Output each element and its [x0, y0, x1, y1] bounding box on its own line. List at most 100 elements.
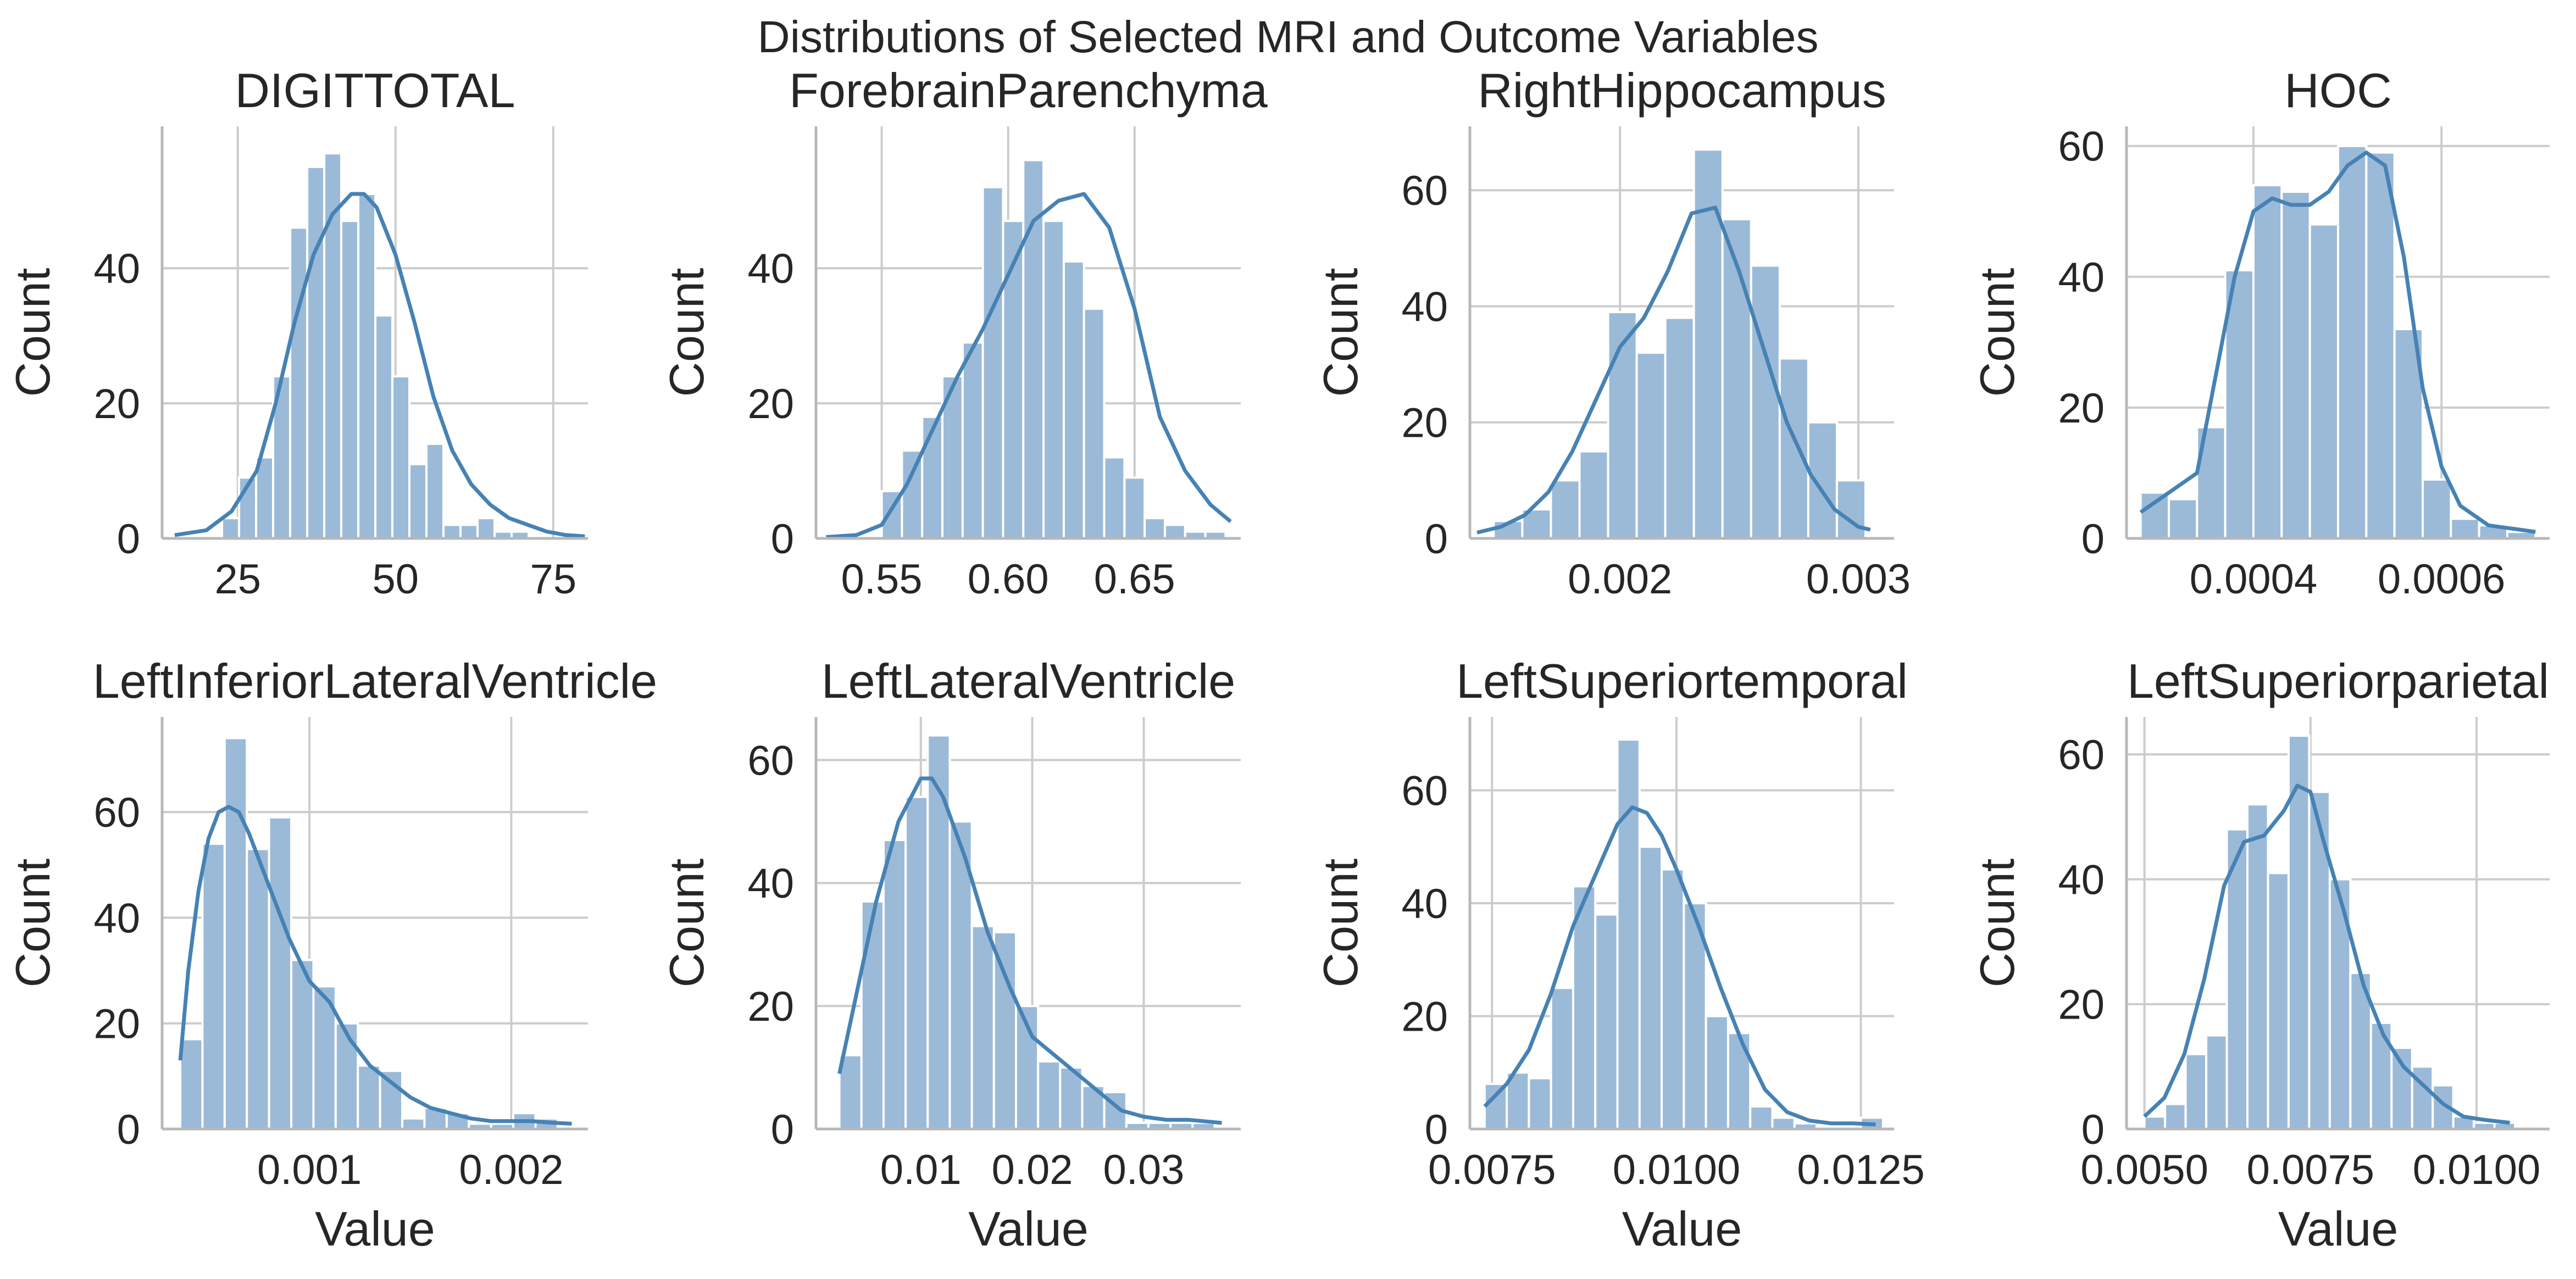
y-tick-label: 40 [1401, 283, 1448, 330]
histogram-bar [408, 463, 428, 540]
y-tick-label: 60 [93, 789, 140, 836]
histogram-bar [921, 415, 944, 540]
histogram-bar [1550, 987, 1574, 1130]
panel-title: LeftLateralVentricle [821, 654, 1235, 708]
y-tick-label: 40 [2058, 254, 2105, 301]
y-tick-label: 60 [1401, 168, 1448, 214]
y-axis-label: Count [5, 859, 60, 988]
y-axis-label: Count [659, 268, 714, 397]
histogram-bar [1749, 1105, 1774, 1130]
histogram-bar [2369, 1021, 2393, 1131]
panel-title: RightHippocampus [1478, 63, 1886, 118]
x-tick-label: 0.002 [459, 1147, 563, 1193]
histogram-bar [1835, 479, 1867, 540]
histogram-bar [2252, 184, 2283, 540]
histogram-bar [1635, 351, 1667, 540]
histogram-bar [201, 842, 226, 1131]
y-tick-label: 40 [93, 895, 140, 942]
histogram-bar [246, 848, 270, 1131]
histogram-bar [904, 796, 929, 1130]
histogram-bar [334, 1022, 359, 1130]
histogram-bar [1616, 738, 1641, 1131]
histogram-bar [2164, 1103, 2187, 1130]
histogram-bar [838, 1054, 863, 1130]
histogram-bar [1528, 1077, 1552, 1131]
histogram-bar [1103, 456, 1126, 540]
histogram-bar [2143, 1115, 2167, 1130]
kde-curve [178, 805, 572, 1126]
y-axis-label: Count [5, 268, 60, 397]
histogram-bar [2450, 518, 2480, 540]
x-tick-label: 0.01 [880, 1147, 962, 1193]
y-tick-label: 0 [2081, 1106, 2105, 1153]
histogram-bar [391, 375, 411, 540]
panel-title: DIGITTOTAL [235, 63, 515, 118]
x-tick-label: 0.0075 [1428, 1147, 1556, 1193]
histogram-bar [179, 1038, 204, 1130]
histogram-bar [2337, 144, 2368, 540]
histogram-bar [1705, 1015, 1729, 1130]
histogram-bar [1661, 868, 1685, 1130]
histogram-bar [1638, 846, 1663, 1130]
y-tick-label: 60 [2058, 732, 2105, 778]
histogram-bar [901, 449, 924, 540]
histogram-bar [1664, 316, 1695, 540]
y-tick-label: 40 [2058, 857, 2105, 903]
kde-curve [174, 192, 585, 538]
y-tick-label: 20 [93, 381, 140, 427]
x-tick-label: 50 [373, 556, 419, 603]
histogram-bar [1123, 476, 1146, 540]
histogram-bar [2390, 1047, 2413, 1130]
panel-title: LeftSuperiorparietal [2127, 654, 2549, 708]
histogram-bar [992, 931, 1017, 1130]
histogram-bar [2308, 791, 2331, 1130]
histogram-bar [2205, 1034, 2228, 1130]
x-tick-label: 0.002 [1568, 556, 1672, 603]
panel-left-lateral-ventricle: 0.01 0.02 0.03 0 20 40 60 LeftLateralVentricle C… [659, 654, 1241, 1256]
y-tick-label: 0 [117, 1106, 140, 1153]
x-tick-label: 0.003 [1806, 556, 1911, 603]
y-tick-label: 0 [1425, 1106, 1448, 1153]
x-tick-label: 25 [215, 556, 262, 603]
x-tick-label: 0.0100 [2413, 1147, 2540, 1193]
panel-forebrain-parenchyma: 0.55 0.60 0.65 0 20 40 ForebrainParenchyma Coun… [659, 63, 1268, 603]
x-tick-label: 0.0075 [2247, 1147, 2374, 1193]
histogram-bar [1062, 260, 1085, 540]
histogram-bar [476, 517, 496, 540]
x-axis-label: Value [2278, 1202, 2399, 1256]
figure-title: Distributions of Selected MRI and Outcom… [758, 12, 1819, 62]
histogram-bar [2422, 478, 2452, 540]
x-tick-label: 0.0100 [1613, 1147, 1740, 1193]
histogram-bar [1042, 220, 1065, 540]
histogram-bar [2184, 1053, 2208, 1130]
y-tick-label: 20 [1401, 994, 1448, 1041]
y-tick-label: 20 [93, 1001, 140, 1048]
panel-title: LeftSuperiortemporal [1456, 654, 1908, 708]
histogram-bar [401, 1117, 426, 1131]
x-tick-label: 0.02 [992, 1147, 1073, 1193]
histogram-bar [1550, 479, 1581, 540]
y-tick-label: 60 [1401, 768, 1448, 815]
histogram-bar [459, 524, 479, 540]
histogram-bar [1572, 885, 1597, 1131]
panel-left-superiortemporal: 0.0075 0.0100 0.0125 0 20 40 60 LeftSuperiortem… [1313, 654, 1925, 1256]
x-tick-label: 0.0006 [2378, 556, 2505, 603]
panel-title: ForebrainParenchyma [789, 63, 1268, 118]
x-tick-label: 0.0050 [2080, 1147, 2208, 1193]
histogram-bar [2168, 498, 2199, 540]
histogram-bar [379, 1070, 404, 1130]
x-tick-label: 0.60 [968, 556, 1049, 603]
histogram-bar [880, 490, 903, 540]
histogram-bar [1778, 357, 1809, 540]
histogram-bar [340, 220, 360, 540]
histogram-bar [442, 524, 462, 540]
histogram-bar [1037, 1060, 1062, 1131]
y-tick-label: 20 [2058, 982, 2105, 1028]
y-axis-label: Count [1970, 859, 2024, 988]
kde-curve [837, 776, 1222, 1125]
x-axis-label: Value [315, 1202, 435, 1256]
y-tick-label: 20 [747, 381, 794, 427]
kde-curve [1483, 805, 1876, 1127]
x-tick-label: 0.0004 [2190, 556, 2317, 603]
